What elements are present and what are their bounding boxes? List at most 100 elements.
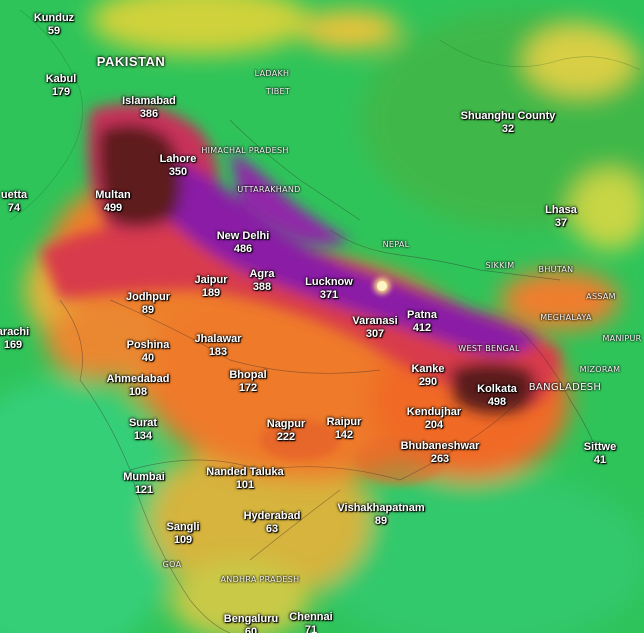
city-value: 89 <box>141 304 155 316</box>
city-hyderabad[interactable]: Hyderabad 63 <box>244 510 301 536</box>
city-value: 222 <box>276 431 296 443</box>
city-name: Kendujhar <box>406 406 462 418</box>
region-label-himachal: HIMACHAL PRADESH <box>201 146 289 155</box>
city-lucknow[interactable]: Lucknow 371 <box>305 276 353 302</box>
city-value: 263 <box>430 453 450 465</box>
city-name: Bengaluru <box>223 613 279 625</box>
city-value: 172 <box>238 382 258 394</box>
city-kolkata[interactable]: Kolkata 498 <box>477 383 517 409</box>
city-name: Nanded Taluka <box>206 466 284 478</box>
region-label-mizoram: MIZORAM <box>579 365 621 374</box>
city-bengaluru[interactable]: Bengaluru 60 <box>224 613 278 633</box>
city-name: Varanasi <box>352 315 398 327</box>
city-value: 189 <box>201 287 221 299</box>
city-value: 60 <box>244 626 258 633</box>
region-label-assam: ASSAM <box>586 292 616 301</box>
city-value: 350 <box>168 166 188 178</box>
city-sangli[interactable]: Sangli 109 <box>166 521 199 547</box>
region-label-bangladesh: BANGLADESH <box>528 382 602 393</box>
city-value: 134 <box>133 430 153 442</box>
city-kendujhar[interactable]: Kendujhar 204 <box>407 406 461 432</box>
region-label-westbengal: WEST BENGAL <box>458 344 520 353</box>
city-name: Kanke <box>411 363 445 375</box>
city-value: 121 <box>134 484 154 496</box>
city-shuanghu[interactable]: Shuanghu County 32 <box>461 110 556 136</box>
city-poshina[interactable]: Poshina 40 <box>127 339 170 365</box>
city-value: 169 <box>3 339 23 351</box>
city-name: arachi <box>0 326 30 338</box>
city-name: Jodhpur <box>126 291 170 303</box>
city-value: 32 <box>501 123 515 135</box>
city-value: 71 <box>304 624 318 633</box>
city-jaipur[interactable]: Jaipur 189 <box>194 274 227 300</box>
city-kunduz[interactable]: Kunduz 59 <box>34 12 74 38</box>
city-bhopal[interactable]: Bhopal 172 <box>229 369 266 395</box>
city-vishakhapatnam[interactable]: Vishakhapatnam 89 <box>337 502 424 528</box>
city-jodhpur[interactable]: Jodhpur 89 <box>126 291 170 317</box>
city-nagpur[interactable]: Nagpur 222 <box>267 418 306 444</box>
city-bhubaneshwar[interactable]: Bhubaneshwar 263 <box>401 440 480 466</box>
city-name: Jhalawar <box>194 333 242 345</box>
city-name: Lahore <box>159 153 197 165</box>
city-lahore[interactable]: Lahore 350 <box>160 153 197 179</box>
city-multan[interactable]: Multan 499 <box>95 189 130 215</box>
city-value: 74 <box>7 202 21 214</box>
region-label-bhutan: BHUTAN <box>538 265 574 274</box>
city-value: 40 <box>141 352 155 364</box>
city-value: 307 <box>365 328 385 340</box>
city-name: Sittwe <box>583 441 617 453</box>
region-label-nepal: NEPAL <box>382 240 410 249</box>
city-raipur[interactable]: Raipur 142 <box>327 416 362 442</box>
region-label-tibet: TIBET <box>265 87 291 96</box>
city-nanded[interactable]: Nanded Taluka 101 <box>206 466 283 492</box>
region-label-manipur: MANIPUR <box>602 334 642 343</box>
city-karachi[interactable]: arachi 169 <box>0 326 29 352</box>
city-value: 412 <box>412 322 432 334</box>
city-name: Islamabad <box>122 95 176 107</box>
city-patna[interactable]: Patna 412 <box>407 309 437 335</box>
city-value: 179 <box>51 86 71 98</box>
region-label-sikkim: SIKKIM <box>485 261 515 270</box>
city-value: 63 <box>265 523 279 535</box>
city-kanke[interactable]: Kanke 290 <box>411 363 444 389</box>
city-name: Poshina <box>126 339 170 351</box>
city-jhalawar[interactable]: Jhalawar 183 <box>194 333 241 359</box>
city-name: Raipur <box>326 416 362 428</box>
region-label-andhra: ANDHRA PRADESH <box>220 575 300 584</box>
city-name: uetta <box>0 189 28 201</box>
city-islamabad[interactable]: Islamabad 386 <box>122 95 176 121</box>
city-value: 386 <box>139 108 159 120</box>
city-name: Kunduz <box>33 12 75 24</box>
location-marker-icon[interactable] <box>377 281 387 291</box>
city-value: 109 <box>173 534 193 546</box>
city-value: 204 <box>424 419 444 431</box>
city-name: Bhubaneshwar <box>400 440 480 452</box>
city-kabul[interactable]: Kabul 179 <box>46 73 77 99</box>
region-label-uttarakhand: UTTARAKHAND <box>237 185 301 194</box>
city-surat[interactable]: Surat 134 <box>129 417 157 443</box>
city-newdelhi[interactable]: New Delhi 486 <box>217 230 270 256</box>
city-value: 59 <box>47 25 61 37</box>
city-quetta[interactable]: uetta 74 <box>1 189 27 215</box>
city-name: Jaipur <box>194 274 228 286</box>
city-value: 290 <box>418 376 438 388</box>
city-value: 89 <box>374 515 388 527</box>
city-value: 183 <box>208 346 228 358</box>
city-value: 41 <box>593 454 607 466</box>
city-ahmedabad[interactable]: Ahmedabad 108 <box>107 373 170 399</box>
city-name: New Delhi <box>216 230 270 242</box>
city-mumbai[interactable]: Mumbai 121 <box>123 471 165 497</box>
city-varanasi[interactable]: Varanasi 307 <box>352 315 397 341</box>
city-lhasa[interactable]: Lhasa 37 <box>545 204 577 230</box>
city-value: 486 <box>233 243 253 255</box>
city-chennai[interactable]: Chennai 71 <box>289 611 332 633</box>
city-name: Mumbai <box>123 471 165 483</box>
region-label-goa: GOA <box>162 560 182 569</box>
city-sittwe[interactable]: Sittwe 41 <box>584 441 616 467</box>
city-value: 37 <box>554 217 568 229</box>
city-agra[interactable]: Agra 388 <box>249 268 274 294</box>
city-value: 108 <box>128 386 148 398</box>
city-name: Vishakhapatnam <box>337 502 425 514</box>
